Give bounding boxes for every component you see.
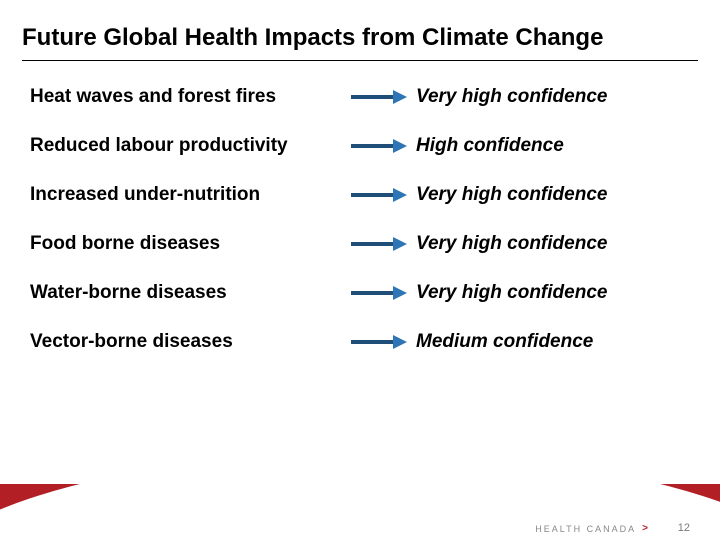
impact-label: Water-borne diseases (30, 282, 340, 304)
impact-label: Reduced labour productivity (30, 135, 340, 157)
slide: Future Global Health Impacts from Climat… (0, 0, 720, 540)
arrow-icon (340, 88, 416, 106)
content-body: Heat waves and forest fires Very high co… (30, 86, 696, 380)
confidence-label: Very high confidence (416, 233, 696, 255)
page-number: 12 (678, 522, 690, 534)
impact-row: Reduced labour productivity High confide… (30, 135, 696, 157)
arrow-icon (340, 284, 416, 302)
confidence-label: Very high confidence (416, 282, 696, 304)
arrow-icon (340, 137, 416, 155)
footer-bottom: HEALTH CANADA > 12 (0, 512, 720, 540)
arrow-icon (340, 235, 416, 253)
impact-row: Vector-borne diseases Medium confidence (30, 331, 696, 353)
brand-text: HEALTH CANADA (535, 524, 636, 534)
impact-row: Increased under-nutrition Very high conf… (30, 184, 696, 206)
confidence-label: Very high confidence (416, 86, 696, 108)
impact-label: Increased under-nutrition (30, 184, 340, 206)
confidence-label: High confidence (416, 135, 696, 157)
impact-row: Heat waves and forest fires Very high co… (30, 86, 696, 108)
chevron-icon: > (642, 523, 648, 534)
impact-label: Food borne diseases (30, 233, 340, 255)
arrow-icon (340, 333, 416, 351)
impact-label: Vector-borne diseases (30, 331, 340, 353)
impact-label: Heat waves and forest fires (30, 86, 340, 108)
arrow-icon (340, 186, 416, 204)
impact-row: Food borne diseases Very high confidence (30, 233, 696, 255)
slide-title: Future Global Health Impacts from Climat… (22, 24, 698, 52)
brand: HEALTH CANADA > (535, 523, 648, 534)
title-divider (22, 60, 698, 61)
footer-band (0, 460, 720, 512)
impact-row: Water-borne diseases Very high confidenc… (30, 282, 696, 304)
confidence-label: Medium confidence (416, 331, 696, 353)
confidence-label: Very high confidence (416, 184, 696, 206)
